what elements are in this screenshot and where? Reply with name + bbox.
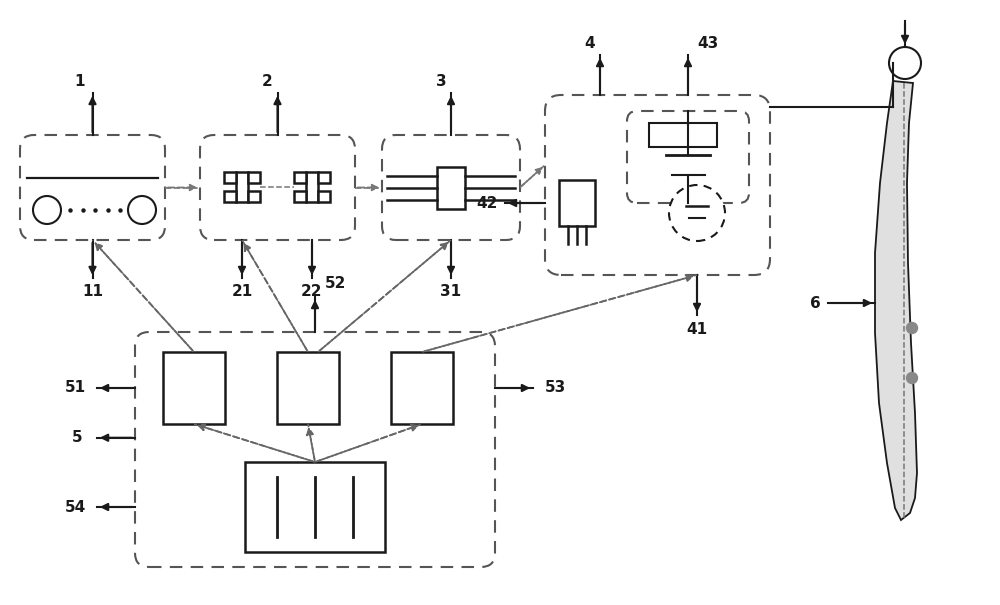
Circle shape xyxy=(889,47,921,79)
FancyBboxPatch shape xyxy=(627,111,749,203)
Text: 11: 11 xyxy=(82,284,103,299)
Bar xyxy=(163,352,225,424)
Text: 42: 42 xyxy=(476,195,498,211)
Text: 21: 21 xyxy=(231,284,253,299)
Text: 53: 53 xyxy=(544,381,566,396)
Bar xyxy=(294,191,306,201)
Polygon shape xyxy=(875,81,917,520)
Text: 41: 41 xyxy=(686,321,708,336)
Text: 3: 3 xyxy=(436,74,446,90)
Bar xyxy=(224,172,236,183)
Bar xyxy=(559,180,595,226)
Text: 22: 22 xyxy=(301,284,323,299)
Text: 6: 6 xyxy=(810,295,820,310)
Bar xyxy=(248,172,260,183)
FancyBboxPatch shape xyxy=(200,135,355,240)
Bar xyxy=(248,191,260,201)
Bar xyxy=(236,172,248,201)
Text: 54: 54 xyxy=(64,500,86,514)
FancyBboxPatch shape xyxy=(135,332,495,567)
Bar xyxy=(306,172,318,201)
Circle shape xyxy=(33,196,61,224)
FancyBboxPatch shape xyxy=(382,135,520,240)
Bar xyxy=(277,352,339,424)
Text: 43: 43 xyxy=(697,36,719,50)
Text: 52: 52 xyxy=(324,276,346,292)
Bar xyxy=(649,123,717,147)
Bar xyxy=(391,352,453,424)
Text: 51: 51 xyxy=(64,381,86,396)
Bar xyxy=(294,172,306,183)
Text: 2: 2 xyxy=(262,74,273,90)
Circle shape xyxy=(907,373,918,384)
Text: 4: 4 xyxy=(585,36,595,50)
Text: 5: 5 xyxy=(72,430,82,445)
Circle shape xyxy=(907,322,918,333)
Circle shape xyxy=(128,196,156,224)
Circle shape xyxy=(669,185,725,241)
Bar xyxy=(245,462,385,552)
Text: 31: 31 xyxy=(440,284,462,299)
FancyBboxPatch shape xyxy=(20,135,165,240)
Bar xyxy=(224,191,236,201)
Text: 1: 1 xyxy=(74,74,85,90)
FancyBboxPatch shape xyxy=(545,95,770,275)
Bar xyxy=(437,166,465,209)
Bar xyxy=(318,172,330,183)
Bar xyxy=(318,191,330,201)
